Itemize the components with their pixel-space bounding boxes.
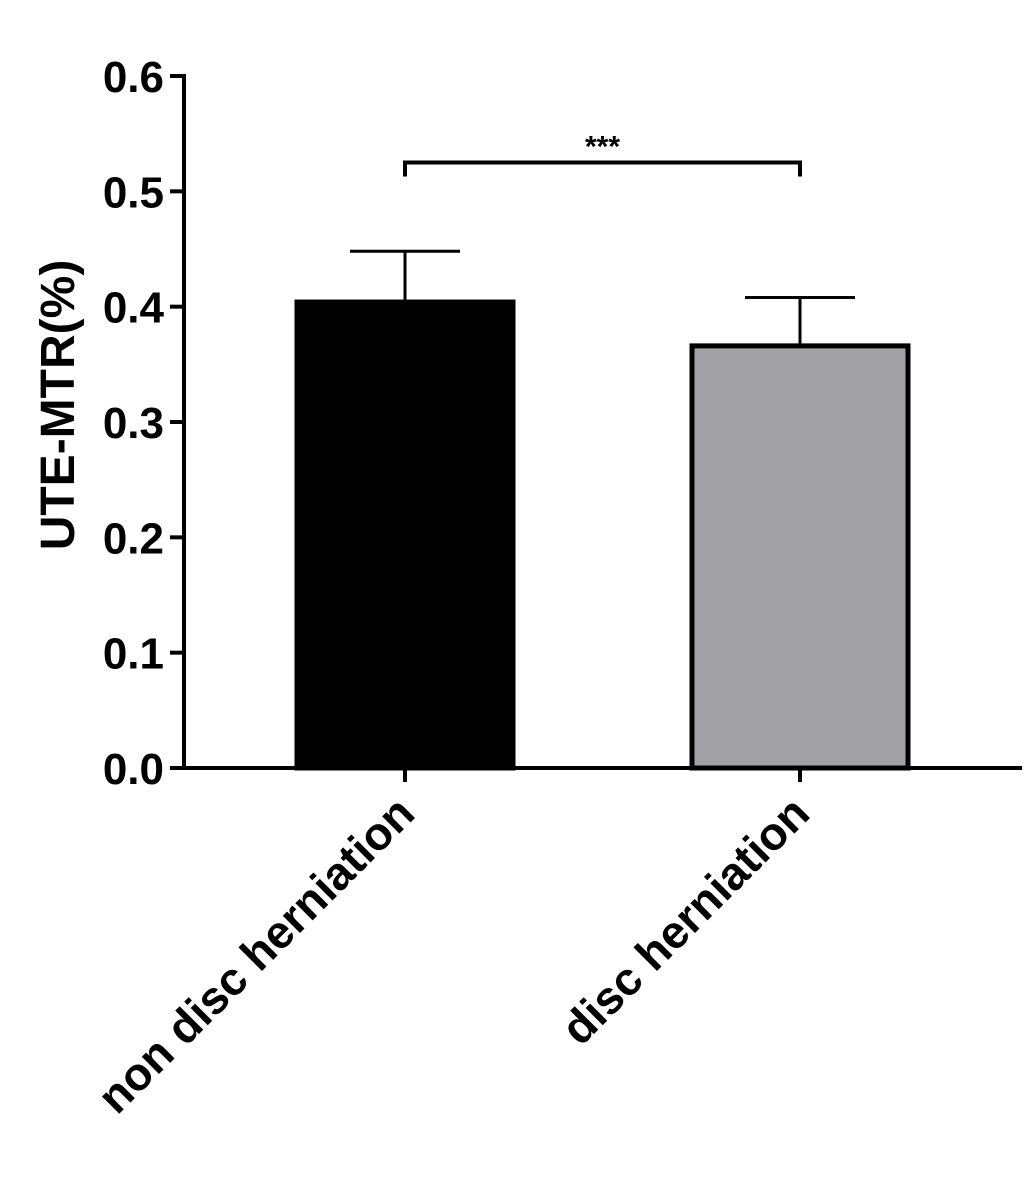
y-tick-label: 0.5	[103, 168, 164, 217]
x-axis-ticks	[403, 768, 802, 782]
error-bars	[350, 249, 855, 346]
significance-bracket: ***	[403, 131, 802, 177]
y-tick-label: 0.3	[103, 399, 164, 448]
y-tick-label: 0.4	[103, 284, 165, 333]
significance-label: ***	[585, 131, 620, 164]
category-label: non disc herniation	[87, 786, 424, 1123]
y-axis-label: UTE-MTR(%)	[32, 260, 85, 551]
y-axis-ticks: 0.0 0.1 0.2 0.3 0.4 0.5 0.6	[103, 53, 184, 794]
bars	[294, 299, 911, 771]
y-tick-label: 0.2	[103, 514, 164, 563]
y-tick-label: 0.6	[103, 53, 164, 102]
bar-0	[294, 299, 516, 771]
category-labels: non disc herniation disc herniation	[87, 786, 819, 1123]
category-label: disc herniation	[551, 786, 819, 1054]
bar-1	[689, 343, 911, 771]
y-tick-label: 0.1	[103, 630, 164, 679]
significance-line	[403, 160, 802, 177]
y-tick-label: 0.0	[103, 745, 164, 794]
